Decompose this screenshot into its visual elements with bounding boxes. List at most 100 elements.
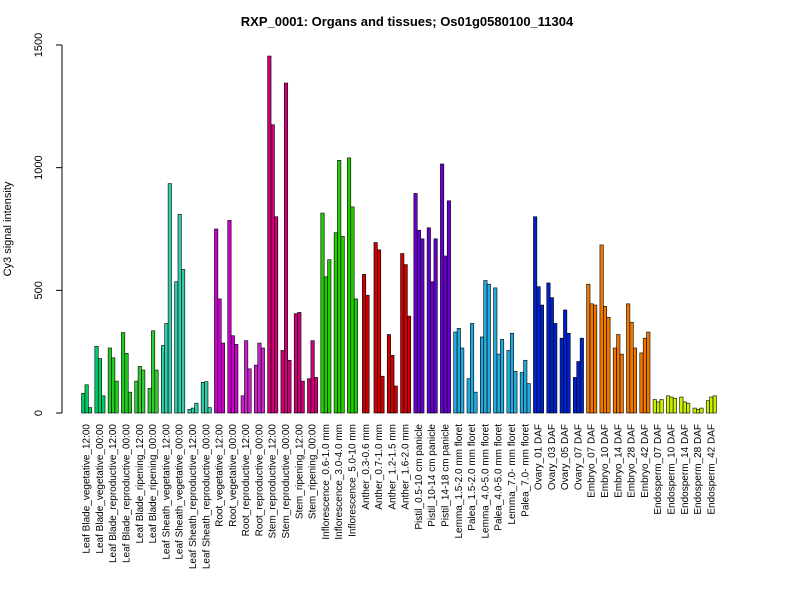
bar (280, 350, 285, 414)
x-category-label: Stem_ripening_00:00 (308, 424, 319, 520)
x-category-label: Leaf Sheath_reproductive_00:00 (201, 424, 212, 570)
x-category-label: Endosperm_07 DAF (653, 424, 664, 515)
bar (81, 393, 86, 414)
bar (612, 347, 617, 414)
x-category-label: Leaf Blade_reproductive_12:00 (108, 424, 119, 563)
bar (207, 407, 212, 414)
bar (257, 342, 262, 414)
x-category-label: Stem_reproductive_12:00 (268, 424, 279, 539)
x-category-label: Leaf Blade_ripening_00:00 (148, 424, 159, 544)
y-tick-label: 500 (33, 281, 45, 299)
bar (420, 238, 425, 414)
bar (267, 55, 272, 414)
x-category-label: Pistil_14-18 cm panicle (441, 424, 452, 527)
bar (84, 384, 89, 414)
bar (433, 238, 438, 414)
x-category-label: Palea_1.5-2.0 mm floret (467, 424, 478, 531)
x-category-label: Palea_7.0- mm floret (520, 424, 531, 517)
x-category-label: Leaf Sheath_vegetative_00:00 (175, 424, 186, 560)
bar (416, 229, 421, 414)
bar (443, 255, 448, 414)
bar (573, 377, 578, 414)
x-category-label: Leaf Blade_vegetative_12:00 (82, 424, 93, 554)
bar (453, 331, 458, 414)
bar (686, 402, 691, 414)
bar (362, 274, 367, 414)
x-category-label: Leaf Blade_reproductive_00:00 (122, 424, 133, 563)
bar (579, 337, 584, 414)
bar (114, 380, 119, 414)
x-category-label: Embryo_28 DAF (627, 424, 638, 498)
bar (599, 244, 604, 414)
bar (652, 399, 657, 414)
x-category-label: Anther_1.2-1.5 mm (387, 424, 398, 510)
bar (696, 409, 701, 414)
bar (430, 281, 435, 414)
bar (164, 323, 169, 414)
x-category-label: Ovary_03 DAF (547, 424, 558, 490)
bar (390, 355, 395, 414)
bar (393, 385, 398, 414)
bar (549, 297, 554, 414)
x-category-label: Ovary_07 DAF (573, 424, 584, 490)
bar (274, 216, 279, 414)
bar (407, 315, 412, 414)
bar (632, 347, 637, 414)
bar (533, 216, 538, 414)
bar (124, 353, 129, 414)
bar (167, 183, 172, 414)
x-category-label: Embryo_42 DAF (640, 424, 651, 498)
x-category-label: Inflorescence_0.6-1.0 mm (321, 424, 332, 540)
x-axis-labels: Leaf Blade_vegetative_12:00 Leaf Blade_ve… (82, 424, 718, 570)
bar (287, 359, 292, 414)
y-tick-label: 0 (33, 410, 45, 416)
bar (111, 357, 116, 414)
bar (347, 157, 352, 414)
bar (204, 381, 209, 414)
bar (506, 350, 511, 414)
bar (705, 400, 710, 414)
bar (456, 328, 461, 414)
bar (593, 304, 598, 414)
bar (214, 228, 219, 414)
bar (97, 358, 102, 414)
bar (559, 337, 564, 414)
x-category-label: Ovary_01 DAF (534, 424, 545, 490)
bar (377, 249, 382, 414)
bar (353, 298, 358, 414)
bar (460, 347, 465, 414)
bar (446, 200, 451, 414)
x-category-label: Endosperm_42 DAF (706, 424, 717, 515)
bar (94, 345, 99, 414)
bar (626, 303, 631, 414)
bar (586, 283, 591, 414)
bar (254, 364, 259, 414)
bar (483, 280, 488, 414)
bar (313, 377, 318, 414)
x-category-label: Stem_reproductive_00:00 (281, 424, 292, 539)
bar (320, 212, 325, 414)
bar (473, 391, 478, 414)
bar (247, 368, 252, 414)
bar (300, 380, 305, 414)
bar (619, 353, 624, 414)
bar (147, 388, 152, 414)
bar (400, 253, 405, 414)
x-category-label: Root_vegetative_12:00 (215, 424, 226, 527)
x-category-label: Endosperm_10 DAF (666, 424, 677, 515)
bar (240, 395, 245, 414)
bar (121, 332, 126, 414)
bar (466, 378, 471, 414)
bar (234, 344, 239, 414)
bar (576, 361, 581, 414)
bar (101, 395, 106, 414)
bar (187, 409, 192, 414)
x-category-label: Endosperm_14 DAF (680, 424, 691, 515)
bar (479, 336, 484, 414)
x-category-label: Inflorescence_5.0-10 mm (347, 424, 358, 537)
bar (679, 396, 684, 414)
bar (589, 303, 594, 414)
y-axis: 0 500 1000 1500 (33, 33, 63, 416)
bar (699, 407, 704, 414)
